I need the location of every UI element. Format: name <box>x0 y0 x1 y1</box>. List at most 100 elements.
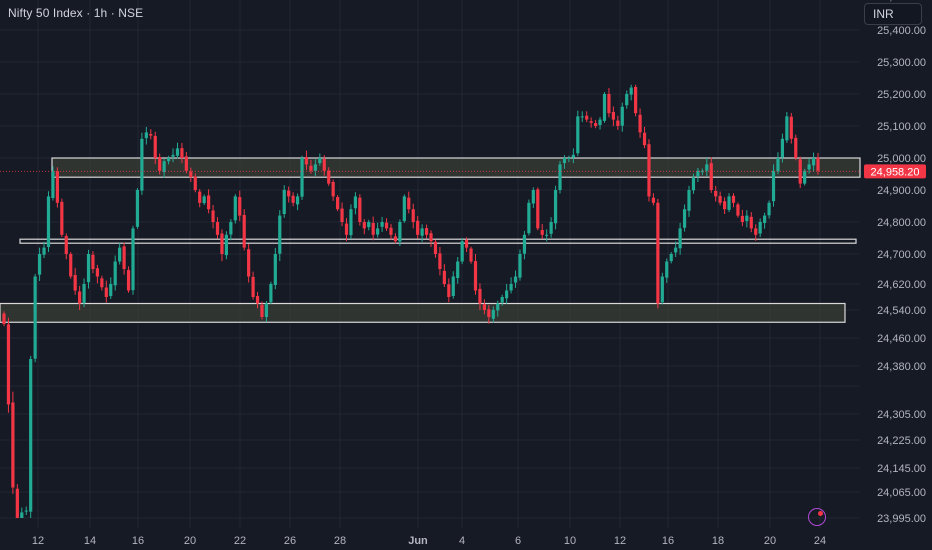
candle-body <box>580 116 584 118</box>
candle-body <box>126 270 131 291</box>
candle-body <box>803 170 807 184</box>
x-tick-label: 24 <box>814 535 826 547</box>
candle-body <box>456 261 460 278</box>
flash-icon[interactable] <box>808 508 826 526</box>
candle-body <box>264 303 269 317</box>
candle-body <box>460 241 464 262</box>
candle-body <box>37 254 42 275</box>
y-tick-label: 24,620.00 <box>877 279 926 291</box>
x-tick-label: 10 <box>564 535 576 547</box>
candle-body <box>109 284 113 297</box>
candle-body <box>709 163 713 190</box>
candle-body <box>255 296 260 304</box>
candle-body <box>198 191 202 203</box>
y-tick-label: 25,200.00 <box>877 89 926 101</box>
candle-body <box>518 254 522 278</box>
candle-body <box>153 135 157 158</box>
candle-body <box>313 164 317 171</box>
candle-body <box>73 275 77 291</box>
candle-body <box>776 158 780 172</box>
candle-body <box>86 254 91 283</box>
y-tick-label: 24,900.00 <box>877 185 926 197</box>
candle-body <box>740 215 744 222</box>
candle-body <box>585 115 589 120</box>
candle-body <box>674 247 678 253</box>
candle-body <box>553 190 558 224</box>
candle-body <box>433 241 438 254</box>
candle-body <box>327 170 331 184</box>
y-tick-label: 24,380.00 <box>877 361 926 373</box>
candle-body <box>794 137 798 158</box>
candle-body <box>442 270 446 284</box>
candle-body <box>233 196 237 221</box>
candle-body <box>651 197 656 203</box>
candle-body <box>736 204 740 216</box>
candle-body <box>647 144 651 197</box>
candle-body <box>447 284 451 297</box>
y-tick-label: 24,065.00 <box>877 487 926 499</box>
x-tick-label: 26 <box>284 535 296 547</box>
candle-body <box>247 249 251 277</box>
candle-body <box>789 116 793 139</box>
candle-body <box>300 158 304 197</box>
candle-body <box>349 209 353 236</box>
candle-body <box>660 276 664 303</box>
candle-body <box>358 197 362 222</box>
candle-body <box>309 165 313 171</box>
x-tick-label: 18 <box>712 535 724 547</box>
currency-button[interactable]: INR <box>864 3 922 25</box>
candle-body <box>11 402 15 488</box>
y-tick-label: 24,800.00 <box>877 217 926 229</box>
candle-body <box>104 287 108 297</box>
candle-body <box>540 230 544 235</box>
candle-body <box>158 157 162 171</box>
candle-body <box>29 359 33 512</box>
x-tick-label: 16 <box>132 535 144 547</box>
candle-body <box>727 196 731 210</box>
candle-body <box>705 164 709 171</box>
candle-body <box>100 278 104 288</box>
candle-body <box>500 297 504 303</box>
candle-body <box>625 94 629 106</box>
candle-body <box>144 132 148 139</box>
candle-body <box>344 223 349 235</box>
y-tick-label: 23,995.00 <box>877 513 926 525</box>
candle-body <box>251 276 255 297</box>
candle-body <box>242 214 246 248</box>
candle-body <box>451 276 455 297</box>
candle-body <box>318 158 322 164</box>
x-tick-label: Jun <box>408 535 428 547</box>
symbol-title: Nifty 50 Index · 1h · NSE <box>8 6 144 20</box>
candle-body <box>238 197 242 216</box>
candle-body <box>616 120 620 126</box>
candle-body <box>505 290 509 299</box>
y-tick-label: 24,700.00 <box>877 249 926 261</box>
candle-body <box>602 94 607 121</box>
x-tick-label: 16 <box>662 535 674 547</box>
candle-body <box>718 196 722 203</box>
x-tick-label: 28 <box>334 535 346 547</box>
candle-body <box>611 111 615 120</box>
candle-body <box>131 228 135 291</box>
candle-body <box>367 222 371 228</box>
candle-body <box>33 276 37 359</box>
candle-body <box>82 284 86 304</box>
y-tick-label: 23,925.00 <box>877 0 926 3</box>
candle-body <box>665 261 669 278</box>
candle-body <box>224 234 229 256</box>
candle-body <box>469 248 473 262</box>
candle-body <box>362 222 366 229</box>
candle-body <box>745 215 749 222</box>
y-tick-label: 24,225.00 <box>877 435 926 447</box>
y-tick-label: 25,400.00 <box>877 25 926 37</box>
candle-body <box>527 202 531 234</box>
candle-body <box>642 132 647 146</box>
candle-body <box>287 190 291 197</box>
candle-body <box>260 304 264 317</box>
candle-body <box>687 190 691 211</box>
candle-body <box>607 94 611 114</box>
candle-body <box>113 261 117 286</box>
candle-body <box>696 170 700 177</box>
candle-body <box>629 87 633 95</box>
